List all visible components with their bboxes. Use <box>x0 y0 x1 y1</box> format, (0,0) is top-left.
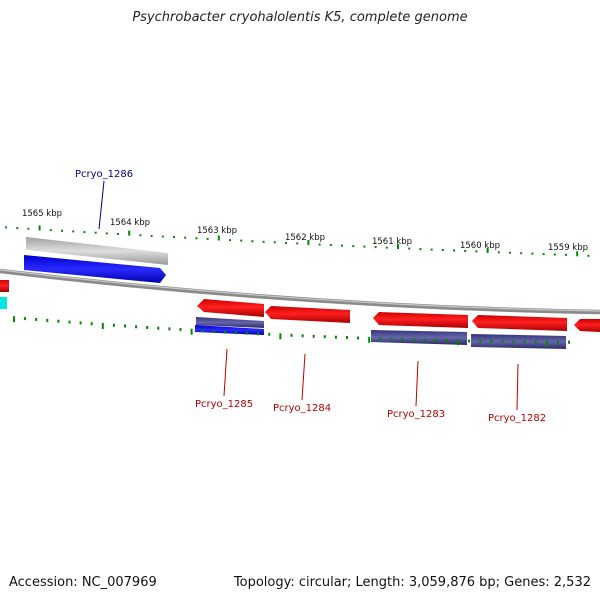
gene-labels: Pcryo_1286 Pcryo_1285 Pcryo_1284 Pcryo_1283… <box>75 169 546 424</box>
tick-label: 1564 kbp <box>110 218 150 228</box>
gene-pcryo-1286-arrow[interactable] <box>24 255 166 283</box>
gene-leader-line <box>223 348 228 397</box>
gene-leader-line <box>98 180 105 230</box>
summary-text: Topology: circular; Length: 3,059,876 bp… <box>233 575 591 590</box>
edge-cyan-feature <box>0 297 7 309</box>
tick-label: 1560 kbp <box>460 241 500 251</box>
cds-navy-pcryo-1282 <box>471 334 566 349</box>
tick-label: 1562 kbp <box>285 233 325 243</box>
gene-right-edge-arrow <box>574 319 600 332</box>
gene-label-pcryo-1283[interactable]: Pcryo_1283 <box>387 409 445 420</box>
map-title: Psychrobacter cryohalolentis K5, complet… <box>132 10 468 25</box>
tick-label: 1563 kbp <box>197 226 237 236</box>
gene-label-pcryo-1285[interactable]: Pcryo_1285 <box>195 399 253 410</box>
cds-grey-forward <box>26 237 168 265</box>
gene-leader-line <box>415 360 419 407</box>
gene-label-pcryo-1286[interactable]: Pcryo_1286 <box>75 169 133 180</box>
genome-backbone-highlight <box>0 269 600 312</box>
gene-leader-line <box>516 363 519 411</box>
tick-label: 1565 kbp <box>22 209 62 219</box>
gene-pcryo-1284-arrow[interactable] <box>265 306 350 323</box>
gene-pcryo-1282-arrow[interactable] <box>472 315 567 331</box>
genome-backbone <box>0 268 600 315</box>
cds-navy-pcryo-1283 <box>371 330 467 345</box>
inner-tick-marks <box>13 316 570 347</box>
gene-pcryo-1283-arrow[interactable] <box>373 312 468 328</box>
outer-tick-marks <box>5 225 590 257</box>
gene-label-pcryo-1284[interactable]: Pcryo_1284 <box>273 403 331 414</box>
gene-pcryo-1285-arrow[interactable] <box>197 299 264 317</box>
tick-label: 1561 kbp <box>372 237 412 247</box>
gene-leader-line <box>301 353 306 401</box>
gene-label-pcryo-1282[interactable]: Pcryo_1282 <box>488 413 546 424</box>
accession-text: Accession: NC_007969 <box>9 575 157 590</box>
edge-reverse-gene <box>0 280 9 292</box>
tick-label: 1559 kbp <box>548 243 588 253</box>
cds-navy-pcryo-1285 <box>196 317 264 328</box>
tick-labels: 1565 kbp 1564 kbp 1563 kbp 1562 kbp 1561 kbp… <box>22 209 588 253</box>
